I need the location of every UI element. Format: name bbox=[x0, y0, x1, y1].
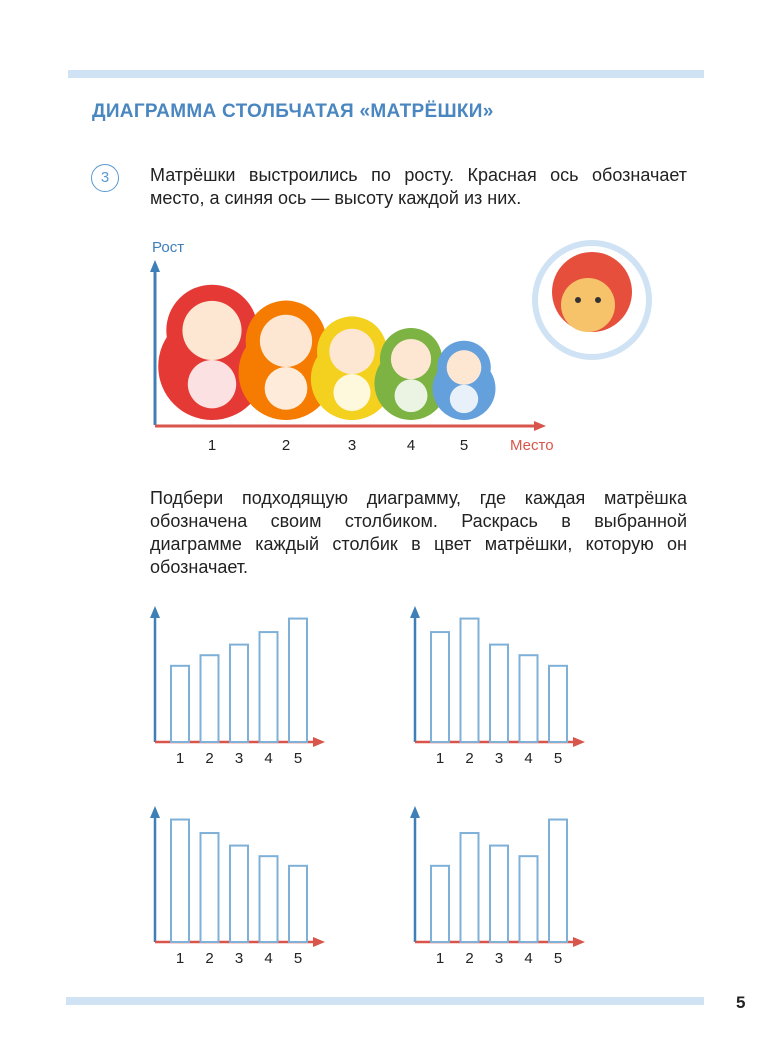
axis-arrow bbox=[313, 737, 325, 747]
bar bbox=[548, 818, 568, 943]
doll-flower bbox=[264, 367, 308, 410]
axis-arrow bbox=[410, 606, 420, 618]
x-tick-label: 1 bbox=[176, 750, 184, 767]
axis-arrow bbox=[410, 806, 420, 818]
axis-arrow bbox=[150, 806, 160, 818]
x-tick-label: 2 bbox=[465, 750, 473, 767]
doll-flower bbox=[449, 384, 479, 414]
axis-arrow bbox=[150, 606, 160, 618]
x-tick-label: 3 bbox=[235, 750, 243, 767]
page-title: ДИАГРАММА СТОЛБЧАТАЯ «МАТРЁШКИ» bbox=[92, 101, 494, 122]
bar bbox=[489, 844, 509, 943]
bar bbox=[199, 832, 220, 943]
axis-arrow bbox=[313, 937, 325, 947]
place-label: 2 bbox=[282, 437, 290, 454]
x-tick-label: 4 bbox=[524, 950, 532, 967]
x-tick-label: 3 bbox=[495, 750, 503, 767]
axis-arrow bbox=[573, 937, 585, 947]
x-tick-label: 1 bbox=[176, 950, 184, 967]
place-label: 5 bbox=[460, 437, 468, 454]
doll-face bbox=[182, 300, 242, 360]
cat-eye bbox=[575, 297, 581, 303]
place-label: 3 bbox=[348, 437, 356, 454]
bar bbox=[548, 664, 568, 743]
x-tick-label: 4 bbox=[264, 750, 272, 767]
doll-flower bbox=[333, 374, 371, 412]
bar bbox=[459, 617, 480, 743]
bar bbox=[518, 855, 539, 944]
x-tick-label: 4 bbox=[264, 950, 272, 967]
top-stripe bbox=[68, 70, 704, 78]
doll-flower bbox=[187, 359, 237, 409]
x-axis-label: Место bbox=[510, 437, 554, 454]
bottom-stripe bbox=[66, 997, 704, 1005]
bar bbox=[518, 654, 539, 744]
task-text: Подбери подходящую диаграмму, где каждая… bbox=[150, 488, 687, 577]
bar bbox=[199, 654, 220, 744]
bar bbox=[229, 643, 249, 743]
axis-arrow bbox=[573, 737, 585, 747]
doll-face bbox=[329, 328, 375, 375]
doll-face bbox=[259, 314, 313, 368]
x-tick-label: 2 bbox=[205, 950, 213, 967]
axis-arrow bbox=[534, 421, 546, 431]
bar bbox=[489, 643, 509, 743]
task-number: 3 bbox=[91, 164, 119, 192]
bar bbox=[459, 832, 480, 943]
bar bbox=[258, 855, 279, 944]
x-tick-label: 3 bbox=[495, 950, 503, 967]
x-tick-label: 5 bbox=[294, 950, 302, 967]
bar bbox=[288, 617, 308, 743]
page-number: 5 bbox=[736, 993, 746, 1012]
doll-flower bbox=[394, 379, 428, 413]
x-tick-label: 1 bbox=[436, 750, 444, 767]
bar bbox=[170, 818, 190, 943]
y-axis-label: Рост bbox=[152, 239, 184, 256]
x-tick-label: 5 bbox=[554, 750, 562, 767]
x-tick-label: 4 bbox=[524, 750, 532, 767]
cat-face bbox=[561, 278, 615, 332]
doll-face bbox=[446, 350, 482, 385]
axis-arrow bbox=[150, 260, 160, 272]
x-tick-label: 5 bbox=[294, 750, 302, 767]
bar bbox=[229, 844, 249, 943]
bar bbox=[430, 864, 450, 943]
place-label: 4 bbox=[407, 437, 415, 454]
x-tick-label: 2 bbox=[205, 750, 213, 767]
x-tick-label: 3 bbox=[235, 950, 243, 967]
task-text: Матрёшки выстроились по росту. Красная о… bbox=[150, 165, 687, 208]
place-label: 1 bbox=[208, 437, 216, 454]
x-tick-label: 5 bbox=[554, 950, 562, 967]
doll-face bbox=[390, 339, 432, 380]
x-tick-label: 2 bbox=[465, 950, 473, 967]
bar bbox=[288, 864, 308, 943]
x-tick-label: 1 bbox=[436, 950, 444, 967]
cat-eye bbox=[595, 297, 601, 303]
bar bbox=[170, 664, 190, 743]
bar bbox=[258, 631, 279, 743]
bar bbox=[430, 631, 450, 743]
